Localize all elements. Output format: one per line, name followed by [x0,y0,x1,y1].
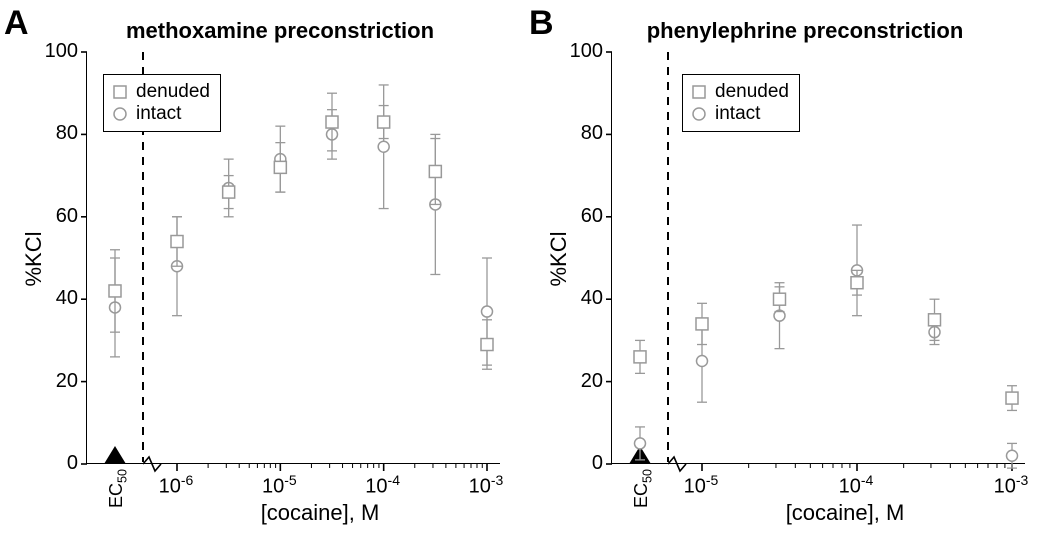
circle-marker-icon [112,106,128,122]
xtick-label: 10-6 [151,472,201,499]
ytick-label: 80 [563,122,603,145]
xtick-label: 10-3 [986,472,1036,499]
ytick-label: 100 [563,40,603,63]
ytick-label: 20 [563,370,603,393]
legend-row-denuded-b: denuded [691,81,789,103]
legend-label-intact: intact [136,103,181,125]
panel-a-xlabel: [cocaine], M [150,500,490,526]
ec50-label: EC50 [631,469,655,508]
panel-a-title: methoxamine preconstriction [60,18,500,44]
ec50-label: EC50 [106,469,130,508]
xtick-label: 10-4 [358,472,408,499]
circle-marker-icon [691,106,707,122]
ytick-label: 20 [38,370,78,393]
ytick-label: 60 [563,205,603,228]
legend-row-intact: intact [112,103,210,125]
panel-a-legend: denuded intact [103,74,221,132]
panel-b-plot-area: denuded intact [611,52,1025,464]
panel-a-label: A [4,4,29,43]
ytick-label: 0 [38,452,78,475]
xtick-label: 10-4 [831,472,881,499]
panel-b-title: phenylephrine preconstriction [585,18,1025,44]
panel-a-plot-area: denuded intact [86,52,500,464]
panel-b-legend: denuded intact [682,74,800,132]
xtick-label: 10-5 [676,472,726,499]
xtick-label: 10-5 [254,472,304,499]
ytick-label: 40 [38,287,78,310]
ytick-label: 100 [38,40,78,63]
legend-label-denuded: denuded [136,81,210,103]
panel-b-xlabel: [cocaine], M [675,500,1015,526]
panel-a: A methoxamine preconstriction %KCl denud… [0,0,525,542]
legend-row-intact-b: intact [691,103,789,125]
ytick-label: 40 [563,287,603,310]
panel-b: B phenylephrine preconstriction %KCl den… [525,0,1050,542]
ytick-label: 80 [38,122,78,145]
legend-label-denuded-b: denuded [715,81,789,103]
ytick-label: 60 [38,205,78,228]
ytick-label: 0 [563,452,603,475]
xtick-label: 10-3 [461,472,511,499]
square-marker-icon [112,84,128,100]
legend-row-denuded: denuded [112,81,210,103]
legend-label-intact-b: intact [715,103,760,125]
panel-b-svg [612,52,1026,464]
figure: A methoxamine preconstriction %KCl denud… [0,0,1050,542]
square-marker-icon [691,84,707,100]
panel-b-label: B [529,4,554,43]
